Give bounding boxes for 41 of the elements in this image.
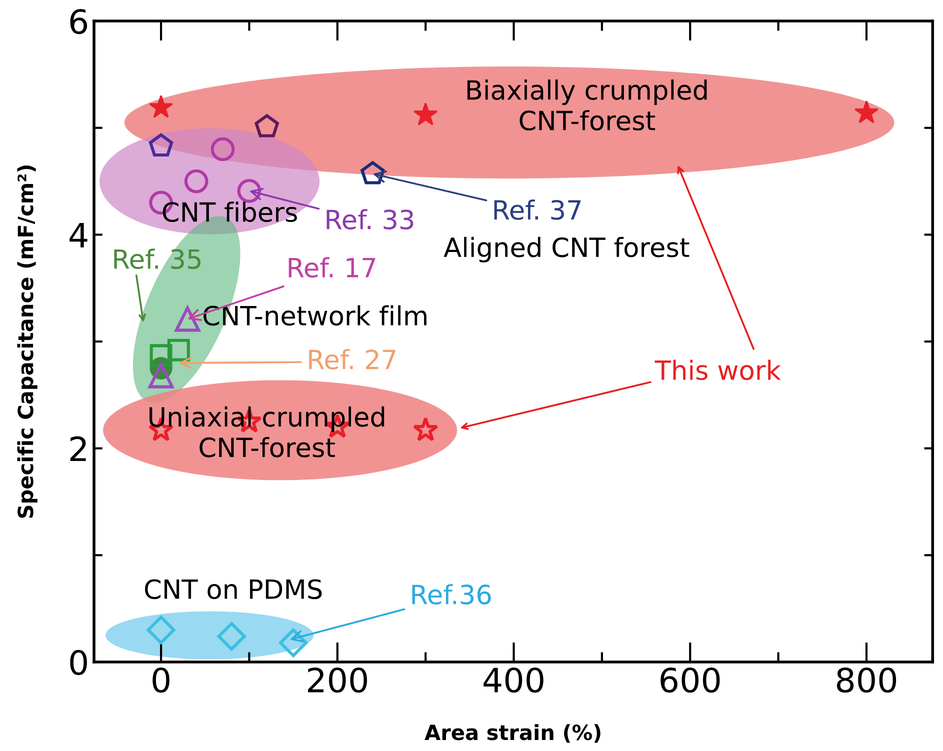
point bbox=[254, 114, 279, 138]
point bbox=[854, 100, 879, 124]
y-tick-label: 0 bbox=[70, 650, 87, 676]
annotation: Uniaxial crumpled CNT-forest bbox=[150, 406, 384, 458]
x-tick-label: 400 bbox=[484, 667, 544, 693]
x-tick-label: 0 bbox=[152, 667, 170, 693]
point bbox=[184, 169, 208, 194]
y-tick-label: 2 bbox=[70, 436, 86, 462]
x-tick-label: 600 bbox=[660, 667, 720, 693]
annotation: Ref. 27 bbox=[309, 349, 396, 370]
point bbox=[414, 102, 438, 126]
point bbox=[217, 622, 246, 651]
annotation: Ref. 33 bbox=[326, 209, 414, 230]
annotation: CNT on PDMS bbox=[144, 579, 322, 600]
annotation: CNT fibers bbox=[162, 202, 297, 222]
point bbox=[148, 94, 174, 118]
point bbox=[167, 338, 190, 362]
annotation: Ref. 37 bbox=[494, 199, 581, 220]
annotation: CNT-network film bbox=[204, 305, 426, 326]
point bbox=[210, 137, 235, 162]
y-tick-label: 4 bbox=[70, 223, 88, 248]
point bbox=[412, 416, 438, 442]
x-axis-title: Area strain (%) bbox=[424, 724, 600, 743]
annotation: Biaxially crumpled CNT-forest bbox=[467, 80, 707, 130]
point bbox=[148, 363, 174, 388]
point bbox=[237, 178, 262, 203]
x-tick-label: 200 bbox=[308, 667, 367, 693]
x-tick-label: 800 bbox=[836, 667, 896, 693]
point bbox=[174, 306, 200, 332]
point bbox=[150, 344, 172, 367]
point bbox=[146, 616, 176, 644]
y-tick-label: 6 bbox=[70, 8, 88, 34]
annotation: This work bbox=[654, 360, 781, 380]
annotation: Ref.36 bbox=[412, 584, 491, 604]
point bbox=[279, 628, 308, 658]
annotation: Aligned CNT forest bbox=[444, 236, 690, 262]
point bbox=[148, 133, 174, 157]
annotation: Ref. 17 bbox=[288, 257, 376, 278]
annotation: Ref. 35 bbox=[114, 248, 200, 270]
point bbox=[360, 161, 385, 184]
y-axis-title: Specific Capacitance (mF/cm²) bbox=[17, 166, 38, 518]
